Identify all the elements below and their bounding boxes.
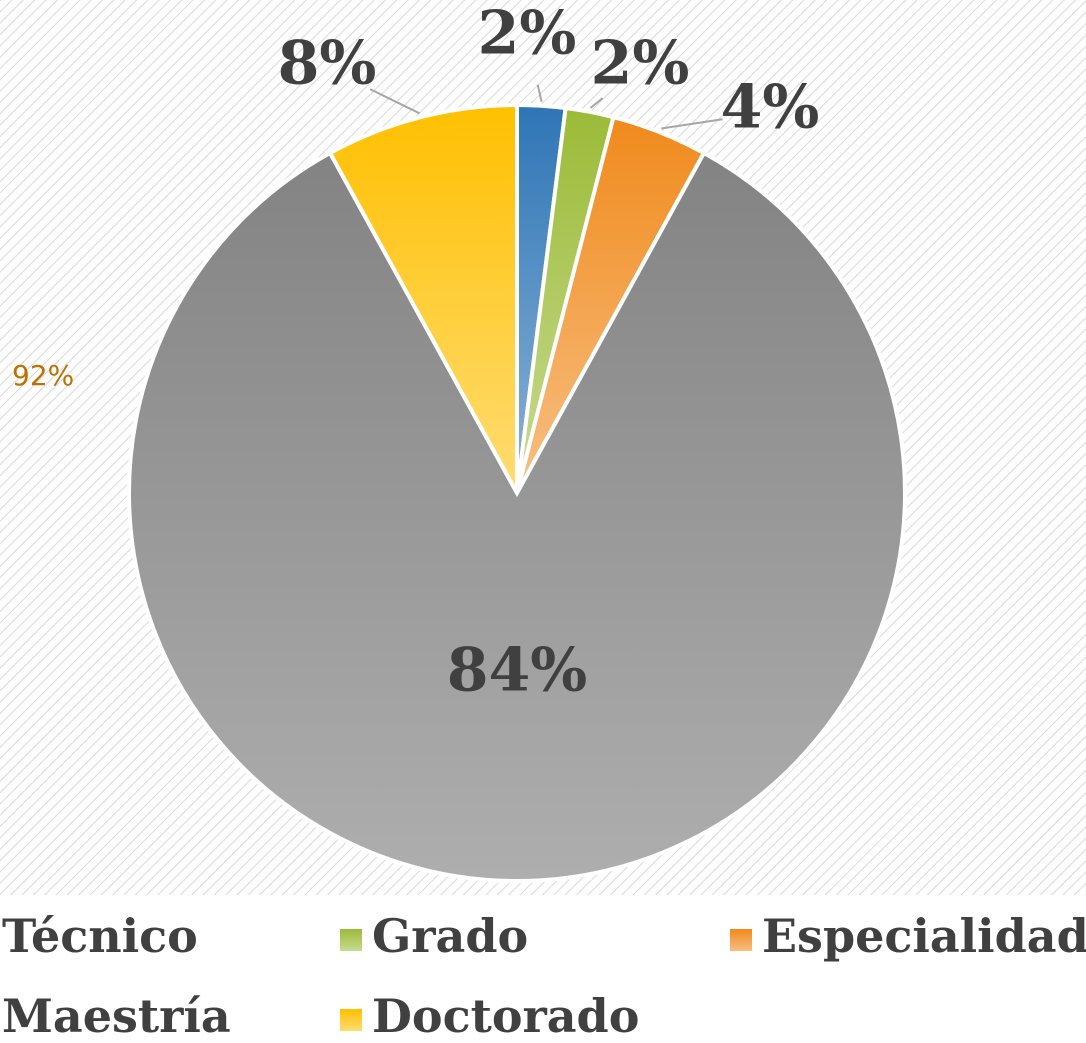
leader-line <box>661 118 723 130</box>
pie-slice <box>127 150 907 883</box>
annotation: 92% <box>12 359 74 392</box>
legend-marker <box>340 1009 362 1031</box>
leader-line <box>589 97 604 109</box>
legend-label: Técnico <box>2 909 198 963</box>
legend-label: Especialidad <box>762 909 1086 963</box>
data-label: 84% <box>447 636 588 706</box>
data-label: 8% <box>278 29 377 99</box>
legend-label: Grado <box>372 909 528 963</box>
leader-line <box>536 84 543 102</box>
legend-label: Doctorado <box>372 989 639 1043</box>
legend-marker <box>730 929 752 951</box>
legend-marker <box>340 929 362 951</box>
data-label: 2% <box>591 29 690 99</box>
pie-slice <box>327 102 519 494</box>
leader-line <box>369 88 420 115</box>
data-label: 2% <box>478 0 577 69</box>
data-label: 4% <box>721 73 820 143</box>
legend-label: Maestría <box>2 989 231 1043</box>
